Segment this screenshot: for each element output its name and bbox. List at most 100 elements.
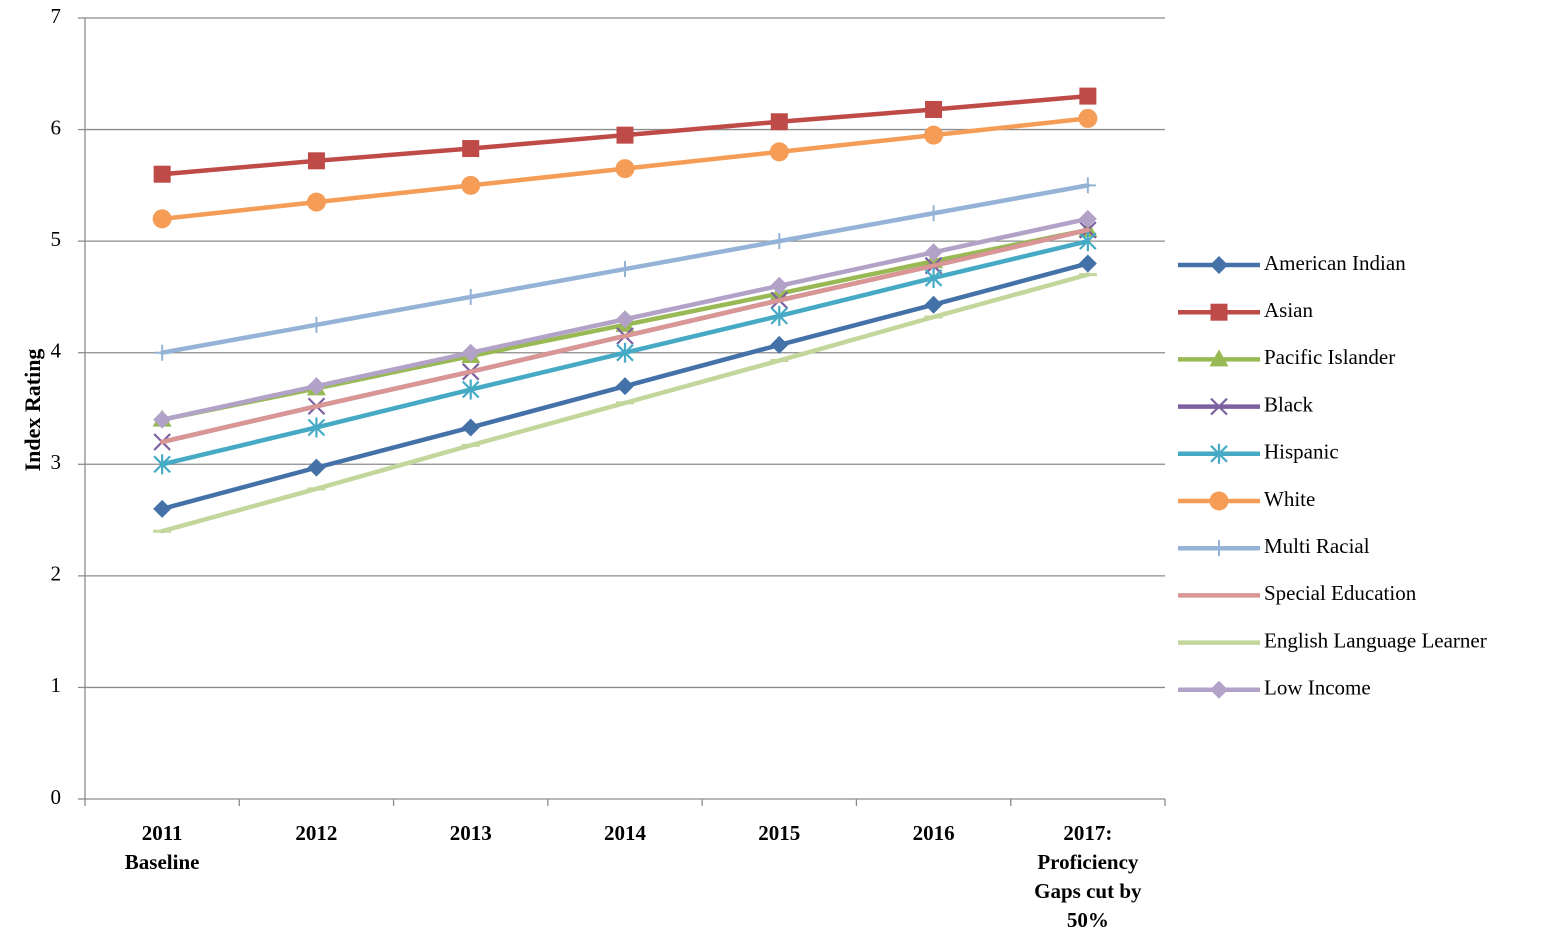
- data-point-9-4: [770, 276, 789, 295]
- y-tick-label-7: 7: [51, 4, 62, 28]
- data-point-1-6: [1079, 87, 1097, 105]
- data-point-1-1: [307, 152, 325, 170]
- data-point-9-3: [616, 310, 634, 329]
- y-tick-label-0: 0: [51, 785, 62, 809]
- legend-label-3: Black: [1264, 392, 1313, 416]
- legend-item-4: Hispanic: [1178, 440, 1339, 464]
- data-point-6-0: [154, 344, 171, 361]
- legend-marker-5: [1209, 491, 1229, 511]
- legend-item-9: Low Income: [1178, 676, 1371, 700]
- data-point-6-4: [771, 233, 788, 250]
- x-tick-label-1: 2012: [295, 821, 337, 845]
- legend-item-5: White: [1178, 487, 1315, 511]
- data-point-5-2: [461, 175, 481, 195]
- data-point-5-3: [615, 159, 635, 179]
- series-8: [153, 272, 1097, 534]
- data-point-9-5: [924, 243, 943, 262]
- axes: [78, 17, 1166, 806]
- data-point-9-2: [461, 343, 480, 362]
- legend-marker-1: [1210, 303, 1228, 321]
- x-tick-labels: 2011 Baseline 2012 2013 2014 2015 2016 2017: Pro…: [125, 821, 1142, 932]
- data-point-6-2: [462, 288, 479, 305]
- legend-label-7: Special Education: [1264, 581, 1417, 605]
- legend-item-7: Special Education: [1178, 581, 1417, 605]
- legend-label-8: English Language Learner: [1264, 628, 1487, 652]
- data-point-6-5: [925, 205, 942, 222]
- data-point-4-2: [461, 379, 480, 400]
- legend-marker-6: [1211, 540, 1227, 557]
- data-point-0-6: [1078, 254, 1097, 273]
- data-point-5-5: [924, 125, 944, 145]
- y-tick-label-2: 2: [51, 562, 62, 586]
- legend-label-2: Pacific Islander: [1264, 345, 1395, 369]
- x-tick-label-5: 2016: [913, 821, 955, 845]
- data-point-0-1: [307, 458, 326, 477]
- data-point-6-3: [617, 261, 633, 278]
- series-9: [153, 209, 1097, 429]
- data-point-1-3: [616, 126, 634, 144]
- data-point-5-1: [306, 192, 326, 212]
- series-6: [154, 177, 1096, 361]
- y-tick-labels: 0 1 2 3 4 5 6 7: [51, 4, 62, 809]
- data-point-5-6: [1078, 108, 1098, 128]
- legend-marker-4: [1210, 443, 1228, 464]
- series-lines: [152, 87, 1098, 534]
- legend-item-6: Multi Racial: [1178, 534, 1370, 558]
- series-7: [159, 227, 1091, 445]
- legend-label-1: Asian: [1264, 298, 1313, 322]
- legend-item-1: Asian: [1178, 298, 1313, 322]
- data-point-0-0: [153, 499, 172, 518]
- data-point-5-0: [152, 209, 172, 229]
- legend-marker-9: [1210, 680, 1228, 699]
- data-point-1-0: [153, 165, 171, 183]
- data-point-1-4: [770, 113, 788, 131]
- legend: American Indian Asian Pacific Islander Blac…: [1178, 251, 1487, 700]
- data-point-1-5: [925, 100, 943, 118]
- legend-label-0: American Indian: [1264, 251, 1406, 275]
- data-point-1-2: [462, 140, 480, 158]
- y-tick-label-1: 1: [51, 673, 62, 697]
- data-point-4-0: [153, 454, 171, 475]
- data-point-0-2: [461, 418, 480, 437]
- legend-label-9: Low Income: [1264, 676, 1371, 700]
- data-point-0-5: [924, 295, 943, 314]
- x-tick-label-3: 2014: [604, 821, 647, 845]
- series-1: [153, 87, 1097, 183]
- data-point-9-1: [307, 377, 326, 396]
- data-point-4-4: [770, 305, 789, 326]
- data-point-0-3: [616, 377, 634, 396]
- y-axis-label: Index Rating: [20, 349, 45, 472]
- series-4: [153, 231, 1097, 475]
- x-tick-label-6: 2017: Proficiency Gaps cut by 50%: [1034, 821, 1142, 932]
- legend-label-4: Hispanic: [1264, 440, 1339, 464]
- y-tick-label-3: 3: [51, 450, 62, 474]
- data-point-6-6: [1079, 177, 1096, 194]
- x-tick-label-4: 2015: [758, 821, 800, 845]
- legend-label-6: Multi Racial: [1264, 534, 1370, 558]
- data-point-9-6: [1078, 209, 1097, 228]
- y-tick-label-4: 4: [51, 339, 62, 363]
- data-point-4-3: [616, 342, 634, 363]
- legend-item-2: Pacific Islander: [1178, 345, 1395, 369]
- data-point-0-4: [770, 335, 789, 354]
- x-tick-label-0: 2011 Baseline: [125, 821, 200, 874]
- data-point-6-1: [308, 316, 325, 333]
- legend-label-5: White: [1264, 487, 1315, 511]
- legend-item-3: Black: [1178, 392, 1313, 416]
- legend-marker-3: [1210, 397, 1228, 416]
- data-point-4-5: [924, 267, 943, 288]
- legend-item-8: English Language Learner: [1178, 628, 1487, 652]
- legend-marker-0: [1210, 256, 1228, 274]
- x-tick-label-2: 2013: [450, 821, 492, 845]
- series-5: [152, 108, 1098, 229]
- y-tick-label-5: 5: [51, 227, 62, 251]
- data-point-4-6: [1079, 231, 1097, 252]
- y-tick-label-6: 6: [51, 115, 62, 139]
- data-point-5-4: [769, 142, 789, 162]
- series-0: [153, 254, 1097, 518]
- data-point-9-0: [153, 410, 172, 429]
- legend-item-0: American Indian: [1178, 251, 1406, 275]
- series-line-7: [159, 227, 1091, 445]
- legend-marker-2: [1209, 349, 1229, 367]
